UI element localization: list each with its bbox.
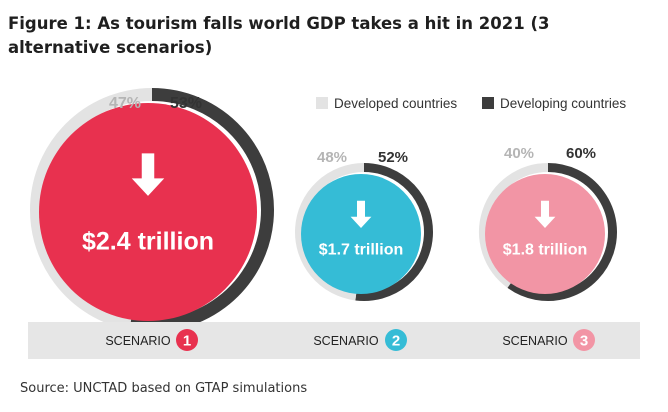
donut-3-center <box>485 174 605 294</box>
donut-3-developed-arc <box>479 163 549 288</box>
legend-swatch-developed <box>316 97 328 109</box>
donut-group: $2.4 trillion 47% 53% $1.7 trillion 48% 52% $1… <box>30 88 617 332</box>
donut-2-down-arrow-icon <box>350 200 372 228</box>
scenario-2-label: SCENARIO <box>313 334 379 348</box>
scenario-2-number: 2 <box>392 333 400 350</box>
donut-2-developed-pct: 48% <box>317 149 347 166</box>
donut-2-developing-arc <box>355 163 433 301</box>
scenario-3-badge <box>573 329 595 351</box>
donut-1-total-label: $2.4 trillion <box>82 227 214 255</box>
donut-3-developing-pct: 60% <box>566 145 596 162</box>
legend-label-developing: Developing countries <box>500 96 626 111</box>
donut-2-total-label: $1.7 trillion <box>319 241 403 258</box>
scenario-band <box>28 322 640 359</box>
donut-2-developing-pct: 52% <box>378 149 408 166</box>
donut-3-down-arrow-icon <box>534 200 556 228</box>
donut-2-center <box>301 174 421 294</box>
legend: Developed countries Developing countries <box>316 96 626 111</box>
donut-1-down-arrow-icon <box>131 153 165 196</box>
donut-1-center <box>39 103 257 321</box>
donut-1-developing-arc <box>129 88 274 332</box>
donut-3-developed-pct: 40% <box>504 145 534 162</box>
scenario-3-number: 3 <box>580 333 588 350</box>
scenario-labels: SCENARIO 1 SCENARIO 2 SCENARIO 3 <box>105 329 595 351</box>
scenario-1-badge <box>176 329 198 351</box>
donut-1-developed-arc <box>30 88 153 330</box>
scenario-3-label: SCENARIO <box>502 334 568 348</box>
chart-title: Figure 1: As tourism falls world GDP tak… <box>8 14 550 57</box>
scenario-1-label: SCENARIO <box>105 334 171 348</box>
scenario-1-number: 1 <box>183 333 191 350</box>
legend-swatch-developing <box>482 97 494 109</box>
donut-2-developed-arc <box>295 163 365 301</box>
donut-1-developed-pct: 47% <box>109 95 141 112</box>
scenario-2-badge <box>385 329 407 351</box>
donut-1-developing-pct: 53% <box>170 95 202 112</box>
source-note: Source: UNCTAD based on GTAP simulations <box>20 381 308 396</box>
donut-3-total-label: $1.8 trillion <box>503 241 587 258</box>
legend-label-developed: Developed countries <box>334 96 457 111</box>
donut-3-developing-arc <box>507 163 617 301</box>
